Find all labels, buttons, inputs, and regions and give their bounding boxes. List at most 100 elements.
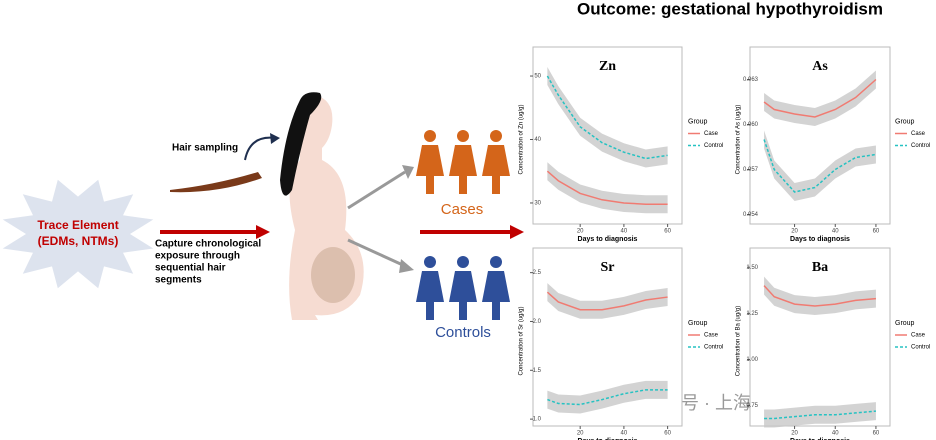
x-tick-label: 20 [577, 431, 584, 437]
series-line [764, 410, 876, 420]
x-axis-label: Days to diagnosis [578, 438, 638, 440]
arrow [347, 170, 406, 210]
y-axis-label: Concentration of As (ug/g) [736, 105, 742, 175]
legend-title: Group [688, 320, 708, 327]
y-tick-label: 0.063 [743, 77, 759, 83]
y-tick-label: 2.5 [533, 270, 542, 276]
x-tick-label: 60 [664, 229, 671, 235]
x-tick-label: 40 [832, 229, 839, 235]
x-tick-label: 20 [791, 431, 798, 437]
x-axis-label: Days to diagnosis [790, 236, 850, 243]
person-body [449, 271, 477, 320]
y-tick-label: 0.75 [746, 403, 758, 409]
confidence-band [764, 130, 876, 201]
x-axis-label: Days to diagnosis [578, 236, 638, 243]
confidence-band [764, 276, 876, 315]
hair-arrow [244, 136, 276, 161]
hair-strand [170, 172, 262, 193]
person-body [416, 145, 444, 194]
y-axis-label: Concentration of Ba (ug/g) [736, 306, 742, 376]
y-tick-label: 30 [534, 201, 541, 207]
hair-sampling-label: Hair sampling [172, 143, 238, 154]
panel-frame [749, 46, 891, 225]
confidence-band [547, 162, 668, 214]
arrow-head [399, 259, 414, 273]
decorations [2, 130, 510, 320]
y-tick-label: 1.0 [533, 417, 542, 423]
x-tick-label: 40 [832, 431, 839, 437]
series-line [547, 389, 668, 406]
y-tick-label: 1.00 [746, 357, 758, 363]
confidence-band [764, 70, 876, 126]
x-axis-label: Days to diagnosis [790, 438, 850, 440]
y-tick-label: 1.50 [746, 265, 758, 271]
cases-label: Cases [441, 201, 484, 218]
capture-text: sequential hair [155, 263, 226, 274]
legend-title: Group [895, 118, 915, 125]
series-line [763, 78, 877, 118]
person-body [482, 271, 510, 320]
confidence-band [547, 380, 668, 414]
y-tick-label: 1.25 [746, 311, 758, 317]
series-line [763, 285, 876, 307]
source-label: (EDMs, NTMs) [38, 234, 119, 248]
person-head [424, 130, 436, 142]
legend-label: Control [911, 345, 930, 351]
series-line [546, 291, 668, 311]
legend-label: Control [911, 143, 930, 149]
legend-label: Case [704, 333, 719, 339]
panel-title: Zn [599, 59, 616, 74]
arrow-head [256, 225, 270, 239]
series-line [546, 170, 668, 205]
legend-label: Control [704, 143, 723, 149]
arrow-head [510, 225, 524, 239]
y-tick-label: 2.0 [533, 319, 542, 325]
arrow [347, 238, 406, 268]
series-line [763, 139, 877, 193]
person-head [424, 256, 436, 268]
baby [311, 247, 355, 303]
x-tick-label: 60 [664, 431, 671, 437]
confidence-band [547, 283, 668, 319]
title: Outcome: gestational hypothyroidism [577, 0, 883, 18]
panel-frame [749, 247, 891, 427]
capture-text: Capture chronological [155, 239, 261, 250]
y-tick-label: 0.054 [743, 212, 759, 218]
panel-title: As [812, 59, 828, 74]
legend-title: Group [688, 118, 708, 125]
y-axis-label: Concentration of Zn (ug/g) [519, 104, 525, 174]
x-tick-label: 20 [577, 229, 584, 235]
x-tick-label: 60 [873, 229, 880, 235]
legend-label: Case [704, 131, 719, 137]
y-tick-label: 50 [534, 74, 541, 80]
y-tick-label: 40 [534, 137, 541, 143]
hair-arrow-head [270, 133, 280, 144]
controls-label: Controls [435, 324, 491, 341]
panel-title: Ba [812, 260, 828, 275]
y-tick-label: 0.057 [743, 167, 759, 173]
y-tick-label: 1.5 [533, 368, 542, 374]
legend-label: Control [704, 345, 723, 351]
y-tick-label: 0.060 [743, 122, 759, 128]
person-head [490, 256, 502, 268]
starburst [2, 179, 154, 289]
person-body [449, 145, 477, 194]
person-head [457, 130, 469, 142]
series-line [546, 75, 668, 160]
person-body [482, 145, 510, 194]
x-tick-label: 20 [791, 229, 798, 235]
panel-title: Sr [601, 260, 615, 275]
source-label: Trace Element [37, 218, 118, 232]
legend-label: Case [911, 131, 926, 137]
arrow-head [402, 165, 414, 179]
person-body [416, 271, 444, 320]
woman-hair [280, 92, 322, 196]
confidence-band [547, 67, 668, 168]
legend-label: Case [911, 333, 926, 339]
x-tick-label: 40 [621, 431, 628, 437]
capture-text: exposure through [155, 251, 240, 262]
x-tick-label: 60 [873, 431, 880, 437]
legend-title: Group [895, 320, 915, 327]
capture-text: segments [155, 275, 202, 286]
